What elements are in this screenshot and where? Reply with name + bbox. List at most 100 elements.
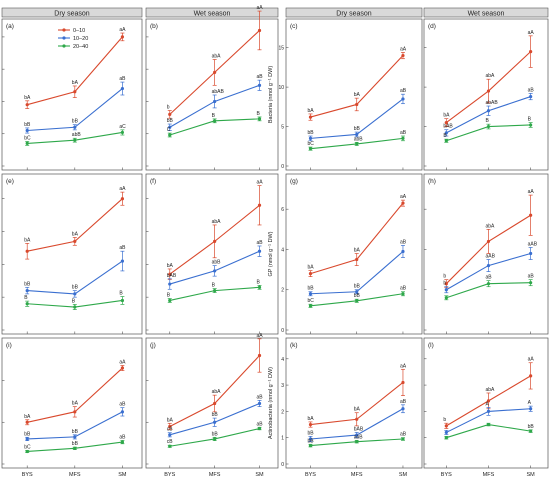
data-point: [355, 132, 359, 137]
significance-letter: aB: [400, 239, 407, 245]
significance-letter: bC: [24, 135, 31, 141]
significance-letter: aB: [257, 421, 264, 427]
y-tick-label: 10: [278, 85, 284, 91]
data-point: [25, 449, 29, 454]
data-point: [168, 433, 172, 437]
y-tick-label: 4: [281, 357, 284, 363]
data-point: [401, 437, 405, 441]
data-point: [257, 28, 262, 33]
header-left-wet-bg: [145, 7, 279, 18]
significance-letter: b: [167, 104, 170, 110]
significance-letter: bB: [72, 285, 79, 291]
panel-label: (l): [428, 342, 434, 349]
header-right-wet: Wet season: [468, 11, 505, 18]
series-s10_20: bB bB aB: [24, 402, 126, 441]
data-point: [168, 444, 172, 448]
significance-letter: aB: [400, 399, 407, 405]
y-tick-label: 0: [281, 164, 284, 170]
significance-letter: B: [257, 111, 261, 117]
series-s10_20: bB bB aB: [307, 88, 407, 142]
data-point: [168, 125, 172, 129]
significance-letter: aB: [485, 275, 492, 281]
significance-letter: B: [528, 117, 532, 123]
data-point: [213, 437, 217, 441]
significance-letter: B: [212, 283, 216, 289]
significance-letter: B: [485, 118, 489, 124]
y-tick-label: 15: [278, 46, 284, 52]
significance-letter: bB: [307, 430, 314, 436]
significance-letter: aA: [400, 194, 407, 200]
series-s20_40: C B B: [167, 111, 262, 138]
y-axis-title: GP (nmol g⁻¹ DW): [268, 231, 274, 276]
data-point: [257, 203, 262, 207]
panel-frame: [145, 18, 279, 171]
y-axis-title: Bacteria (nmol g⁻¹ DW): [268, 66, 274, 123]
header-right-dry-bg: [285, 7, 423, 18]
significance-letter: bB: [528, 424, 535, 430]
data-point: [25, 289, 29, 293]
data-point: [257, 426, 262, 431]
data-point: [308, 292, 313, 296]
data-point: [444, 131, 448, 135]
series-s20_40: bC abB aC: [24, 124, 126, 146]
series-s20_40: bC bB aB: [307, 286, 407, 308]
x-tick-label: SM: [255, 472, 264, 478]
significance-letter: bA: [167, 417, 174, 423]
data-point: [120, 298, 124, 303]
data-point: [486, 89, 491, 93]
data-point: [308, 115, 313, 119]
data-point: [355, 257, 359, 262]
data-point: [25, 141, 29, 146]
data-point: [120, 410, 124, 414]
data-point: [444, 424, 448, 428]
x-tick-label: MFS: [351, 472, 363, 478]
data-point: [308, 443, 313, 448]
significance-letter: aB: [257, 394, 264, 400]
data-point: [486, 282, 491, 286]
panel-label: (h): [428, 178, 436, 185]
significance-letter: aB: [528, 274, 535, 280]
panel-label: (g): [290, 178, 298, 185]
data-point: [529, 374, 533, 378]
significance-letter: aA: [119, 27, 126, 33]
data-point: [529, 251, 533, 256]
header-row: Dry season Wet season Dry season Wet sea…: [1, 7, 549, 18]
data-point: [213, 420, 217, 424]
data-point: [213, 269, 217, 273]
data-point: [168, 424, 172, 429]
data-point: [25, 249, 29, 253]
series-s0_10: bA bA aA: [24, 360, 126, 426]
data-point: [355, 102, 359, 107]
significance-letter: abB: [354, 434, 364, 440]
data-point: [257, 401, 262, 406]
significance-letter: B: [72, 298, 76, 304]
significance-letter: bA: [72, 231, 79, 237]
x-tick-label: MFS: [69, 472, 81, 478]
data-point: [308, 422, 313, 427]
significance-letter: bB: [307, 438, 314, 444]
y-tick-label: 3: [281, 383, 284, 389]
data-point: [486, 422, 491, 427]
significance-letter: aA: [528, 30, 535, 36]
significance-letter: bB: [354, 126, 361, 132]
significance-letter: aB: [119, 245, 126, 251]
data-point: [120, 259, 124, 263]
series-s0_10: bA abA aA: [167, 333, 263, 430]
data-point: [168, 272, 172, 276]
series-s10_20: bB bB aB: [24, 245, 126, 298]
data-point: [401, 407, 405, 411]
legend-item: 0–10: [58, 28, 85, 34]
header-right-wet-bg: [423, 7, 549, 18]
significance-letter: bA: [307, 108, 314, 114]
significance-letter: bA: [307, 416, 314, 422]
significance-letter: abAB: [485, 100, 498, 106]
data-point: [308, 272, 313, 276]
data-point: [308, 304, 313, 308]
data-point: [25, 103, 29, 107]
panel-label: (e): [6, 178, 14, 185]
y-tick-label: 0: [281, 328, 284, 334]
significance-letter: A: [485, 401, 489, 407]
data-point: [73, 239, 77, 243]
significance-letter: aB: [119, 434, 126, 440]
